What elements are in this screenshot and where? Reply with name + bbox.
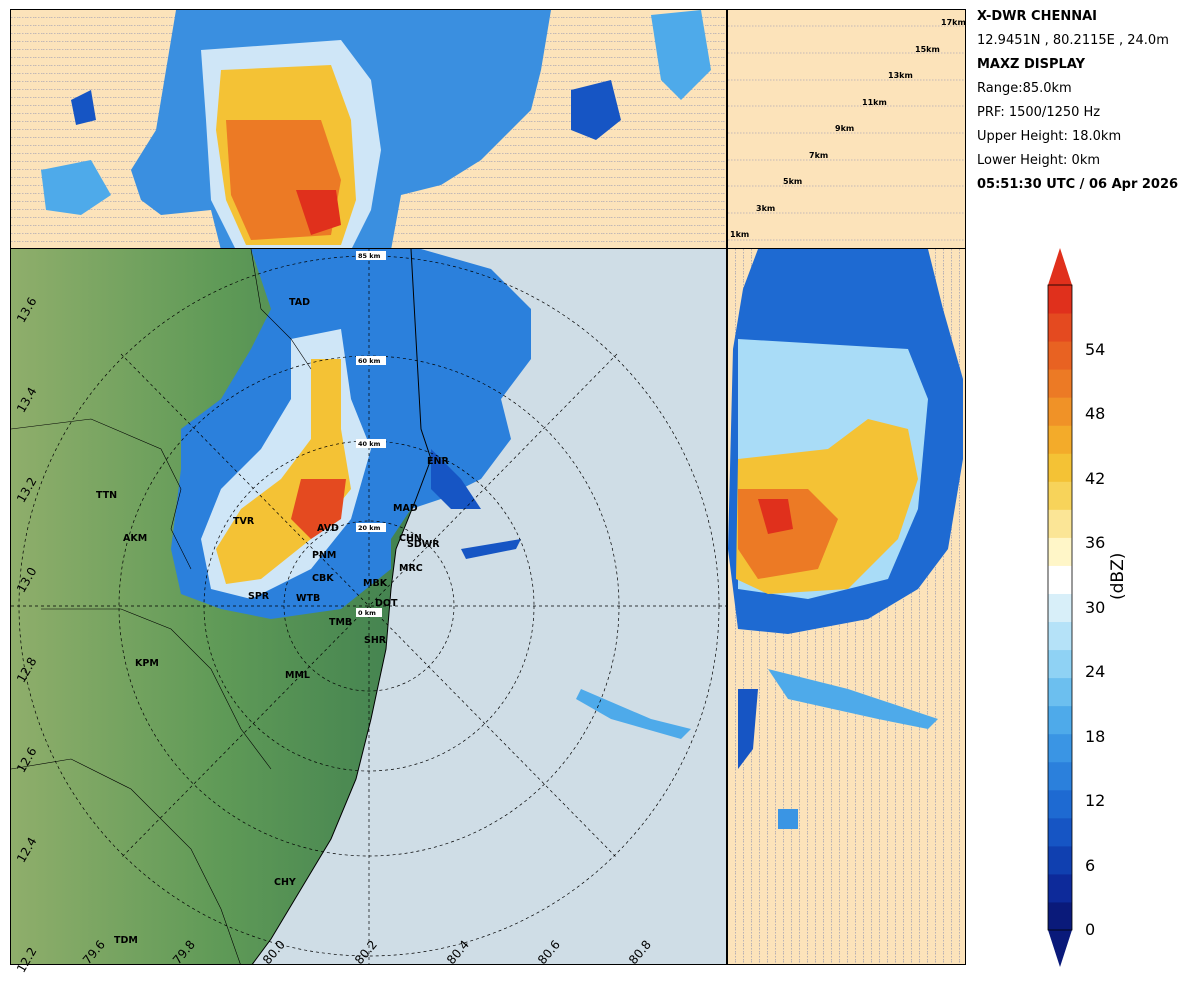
lower-height: Lower Height: 0km	[977, 153, 1101, 168]
height-label: 1km	[730, 230, 750, 239]
station-label: WTB	[296, 593, 320, 604]
station-labels: TAD ENR TTN TVR AVD MAD AKM CHN SDWR PNM…	[96, 297, 449, 946]
height-label: 7km	[809, 151, 829, 160]
colorbar-band	[1048, 677, 1072, 707]
station-label: SHR	[364, 635, 387, 646]
station-label: MAD	[393, 503, 418, 514]
colorbar-band	[1048, 873, 1072, 903]
colorbar-tick-label: 36	[1085, 533, 1106, 552]
colorbar-band	[1048, 397, 1072, 426]
colorbar-band	[1048, 621, 1072, 651]
range-ring-label: 85 km	[358, 252, 381, 260]
display-type: MAXZ DISPLAY	[977, 57, 1086, 72]
station-label: AKM	[123, 533, 147, 544]
colorbar-band	[1048, 733, 1072, 763]
height-scale-grid	[728, 25, 965, 241]
station-label: MML	[285, 670, 310, 681]
colorbar-band	[1048, 845, 1072, 875]
station-label: KPM	[135, 658, 159, 669]
upper-height: Upper Height: 18.0km	[977, 129, 1122, 144]
colorbar-tick-label: 6	[1085, 855, 1096, 875]
colorbar-min-arrow	[1048, 930, 1072, 967]
colorbar-band	[1048, 537, 1072, 566]
station-label: SPR	[248, 591, 270, 602]
station-label: CHN	[399, 533, 422, 544]
height-label: 5km	[783, 177, 803, 186]
station-label: TMB	[329, 617, 352, 628]
colorbar-band	[1048, 509, 1072, 538]
colorbar-band	[1048, 761, 1072, 791]
height-label: 3km	[756, 204, 776, 213]
colorbar-tick-label: 54	[1085, 339, 1106, 359]
colorbar-band	[1048, 593, 1072, 623]
height-label: 15km	[915, 45, 940, 54]
colorbar-band	[1048, 789, 1072, 819]
station-label: TDM	[114, 935, 138, 946]
range-ring-labels: 0 km 20 km 40 km 60 km 85 km	[356, 251, 386, 617]
colorbar-band	[1048, 705, 1072, 735]
colorbar-tick-label: 0	[1085, 920, 1096, 939]
colorbar-band	[1048, 341, 1072, 370]
timestamp: 05:51:30 UTC / 06 Apr 2026	[977, 177, 1179, 192]
radar-map-panel: 0 km 20 km 40 km 60 km 85 km TAD ENR TTN…	[10, 248, 727, 965]
colorbar-tick-label: 42	[1085, 468, 1106, 488]
height-label: 11km	[862, 98, 887, 107]
reflectivity-echo-core	[291, 479, 346, 539]
range-ring-label: 0 km	[358, 609, 376, 617]
colorbar-band	[1048, 313, 1072, 342]
colorbar-band	[1048, 649, 1072, 679]
height-label: 13km	[888, 71, 913, 80]
colorbar-band	[1048, 453, 1072, 482]
range-ring-label: 40 km	[358, 440, 381, 448]
side-cross-section-panel	[727, 248, 966, 965]
station-label: TTN	[96, 490, 117, 501]
colorbar-band	[1048, 901, 1072, 931]
colorbar-bands	[1048, 285, 1072, 931]
height-label: 17km	[941, 18, 966, 27]
colorbar-max-arrow	[1048, 248, 1072, 285]
radar-location: 12.9451N , 80.2115E , 24.0m	[977, 33, 1169, 48]
station-label: PNM	[312, 550, 336, 561]
station-label: ENR	[427, 456, 449, 467]
station-label: TAD	[289, 297, 310, 308]
station-label: MRC	[399, 563, 423, 574]
range-ring-label: 20 km	[358, 524, 381, 532]
colorbar-band	[1048, 425, 1072, 454]
top-cross-section-panel	[10, 9, 727, 249]
colorbar-band	[1048, 481, 1072, 510]
radar-range: Range:85.0km	[977, 81, 1072, 96]
station-label: AVD	[317, 523, 339, 534]
range-ring-label: 60 km	[358, 357, 381, 365]
height-scale-panel: 1km 3km 5km 7km 9km 11km 13km 15km 17km	[727, 9, 966, 249]
station-label: DOT	[375, 598, 398, 609]
colorbar-band	[1048, 369, 1072, 398]
radar-prf: PRF: 1500/1250 Hz	[977, 105, 1101, 120]
colorbar-tick-label: 12	[1085, 791, 1106, 810]
colorbar	[1047, 248, 1073, 967]
colorbar-label: (dBZ)	[1108, 552, 1128, 600]
side-cross-section-plot	[728, 249, 965, 964]
station-label: CHY	[274, 877, 296, 888]
colorbar-band	[1048, 565, 1072, 594]
colorbar-tick-label: 48	[1085, 404, 1106, 423]
top-cross-section-plot	[11, 10, 726, 248]
radar-map: 0 km 20 km 40 km 60 km 85 km TAD ENR TTN…	[11, 249, 726, 964]
radar-name: X-DWR CHENNAI	[977, 9, 1097, 24]
station-label: CBK	[312, 573, 334, 584]
colorbar-band	[1048, 285, 1072, 314]
station-label: SDWR	[407, 539, 440, 550]
colorbar-tick-label: 24	[1085, 662, 1106, 681]
colorbar-tick-label: 30	[1085, 597, 1106, 617]
height-label: 9km	[835, 124, 855, 133]
station-label: TVR	[233, 516, 255, 527]
colorbar-band	[1048, 817, 1072, 847]
station-label: MBK	[363, 578, 388, 589]
colorbar-tick-label: 18	[1085, 726, 1106, 746]
